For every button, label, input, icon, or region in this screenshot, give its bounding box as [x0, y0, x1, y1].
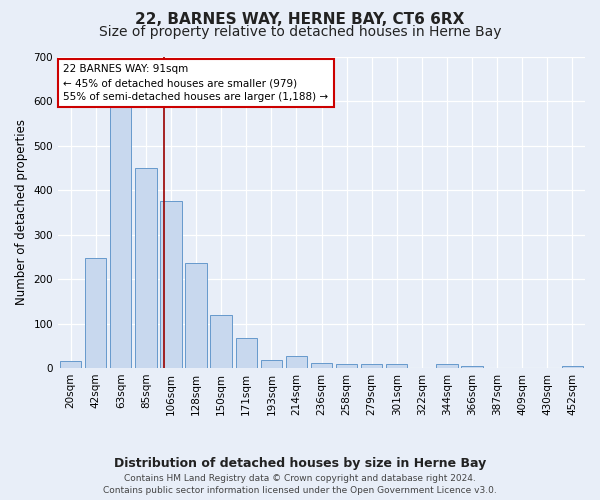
Y-axis label: Number of detached properties: Number of detached properties — [15, 120, 28, 306]
Bar — [361, 364, 382, 368]
Text: 22 BARNES WAY: 91sqm
← 45% of detached houses are smaller (979)
55% of semi-deta: 22 BARNES WAY: 91sqm ← 45% of detached h… — [64, 64, 328, 102]
Bar — [185, 264, 207, 368]
Text: Contains HM Land Registry data © Crown copyright and database right 2024.
Contai: Contains HM Land Registry data © Crown c… — [103, 474, 497, 495]
Bar — [286, 356, 307, 368]
Bar — [211, 314, 232, 368]
Text: Size of property relative to detached houses in Herne Bay: Size of property relative to detached ho… — [99, 25, 501, 39]
Bar — [236, 338, 257, 368]
Bar — [85, 258, 106, 368]
Bar — [436, 364, 458, 368]
Bar — [160, 201, 182, 368]
Bar — [336, 364, 357, 368]
Bar — [260, 360, 282, 368]
Bar — [60, 362, 81, 368]
Text: 22, BARNES WAY, HERNE BAY, CT6 6RX: 22, BARNES WAY, HERNE BAY, CT6 6RX — [136, 12, 464, 28]
Bar — [386, 364, 407, 368]
Bar — [110, 106, 131, 368]
Bar — [311, 362, 332, 368]
Bar — [135, 168, 157, 368]
Bar — [461, 366, 483, 368]
Bar — [562, 366, 583, 368]
Text: Distribution of detached houses by size in Herne Bay: Distribution of detached houses by size … — [114, 458, 486, 470]
